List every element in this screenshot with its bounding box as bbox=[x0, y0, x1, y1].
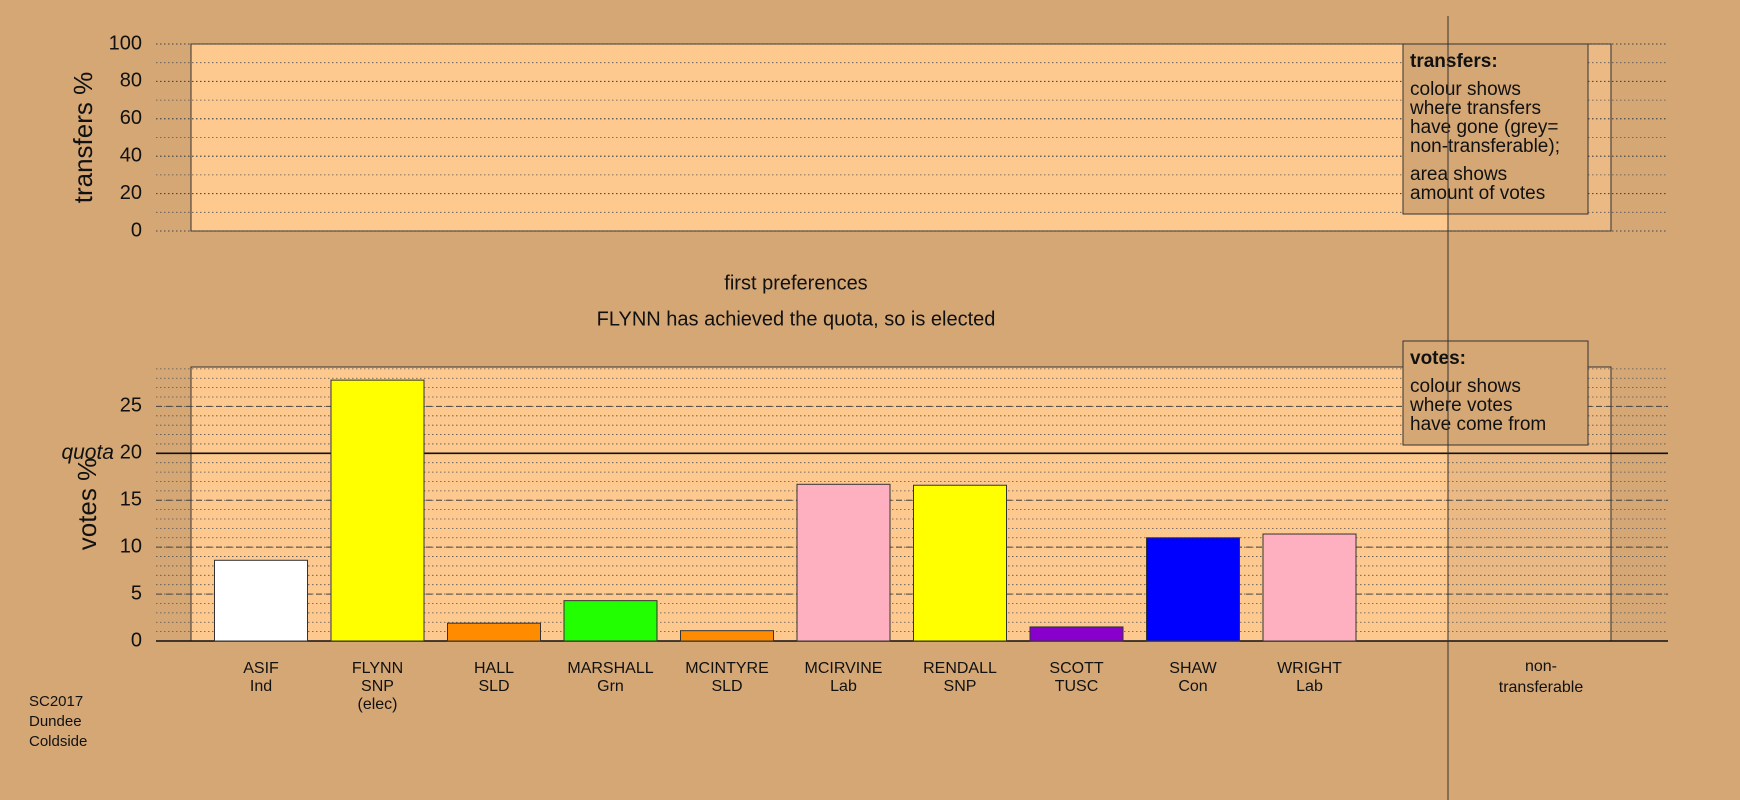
x-tick-label: Grn bbox=[597, 678, 624, 695]
y-tick-label: 10 bbox=[120, 535, 142, 557]
bar bbox=[913, 484, 1007, 642]
x-tick-label: SNP bbox=[361, 678, 394, 695]
y-tick-label: 40 bbox=[120, 144, 142, 166]
x-tick-label: MCIRVINE bbox=[805, 660, 883, 677]
x-tick-label: Lab bbox=[1296, 678, 1323, 695]
x-tick-label: SLD bbox=[711, 678, 742, 695]
chart-subtitle: FLYNN has achieved the quota, so is elec… bbox=[597, 308, 996, 330]
legend-text: area shows bbox=[1410, 164, 1507, 185]
legend-text: colour shows bbox=[1410, 79, 1521, 100]
y-tick-label: 0 bbox=[131, 629, 142, 651]
y-tick-label: 80 bbox=[120, 70, 142, 92]
x-tick-label: MARSHALL bbox=[567, 660, 653, 677]
x-tick-label: WRIGHT bbox=[1277, 660, 1342, 677]
y-tick-label: 20 bbox=[120, 182, 142, 204]
x-tick-label: SLD bbox=[478, 678, 509, 695]
y-tick-label: 20 bbox=[120, 442, 142, 464]
x-tick-label: non- bbox=[1525, 658, 1557, 675]
bar bbox=[796, 483, 891, 642]
legend-text: have gone (grey= bbox=[1410, 117, 1558, 138]
bar bbox=[330, 379, 425, 642]
x-tick-label: FLYNN bbox=[352, 660, 403, 677]
x-tick-label: SHAW bbox=[1169, 660, 1217, 677]
x-tick-label: RENDALL bbox=[923, 660, 997, 677]
x-tick-label: SNP bbox=[944, 678, 977, 695]
legend-heading: votes: bbox=[1410, 348, 1466, 369]
y-tick-label: 100 bbox=[109, 32, 142, 54]
plot-area bbox=[190, 366, 1612, 642]
x-tick-label: Ind bbox=[250, 678, 272, 695]
x-tick-label: SCOTT bbox=[1049, 660, 1103, 677]
footer-text: Coldside bbox=[29, 733, 87, 750]
x-tick-label: Con bbox=[1178, 678, 1207, 695]
chart-title: first preferences bbox=[724, 272, 867, 294]
x-tick-label: TUSC bbox=[1055, 678, 1099, 695]
quota-label: quota bbox=[61, 441, 114, 464]
y-tick-label: 0 bbox=[131, 219, 142, 241]
x-tick-label: ASIF bbox=[243, 660, 279, 677]
y-axis-title: transfers % bbox=[68, 72, 98, 204]
legend-text: colour shows bbox=[1410, 376, 1521, 397]
y-tick-label: 15 bbox=[120, 489, 142, 511]
bar bbox=[1146, 537, 1240, 642]
footer-text: Dundee bbox=[29, 713, 82, 730]
x-tick-label: MCINTYRE bbox=[685, 660, 769, 677]
y-tick-label: 5 bbox=[131, 582, 142, 604]
x-tick-label: Lab bbox=[830, 678, 857, 695]
y-tick-label: 60 bbox=[120, 107, 142, 129]
legend-text: have come from bbox=[1410, 414, 1546, 435]
bar bbox=[214, 559, 308, 642]
bar bbox=[1262, 533, 1357, 642]
bar bbox=[680, 630, 774, 642]
y-tick-label: 25 bbox=[120, 395, 142, 417]
legend-text: where votes bbox=[1409, 395, 1512, 416]
x-tick-label: (elec) bbox=[357, 696, 397, 713]
legend-text: non-transferable); bbox=[1410, 136, 1560, 157]
bar bbox=[1029, 626, 1124, 642]
x-tick-label: transferable bbox=[1499, 679, 1584, 696]
legend-text: where transfers bbox=[1409, 98, 1541, 119]
x-tick-label: HALL bbox=[474, 660, 514, 677]
legend-box bbox=[1402, 43, 1589, 215]
footer-text: SC2017 bbox=[29, 693, 83, 710]
legend-box bbox=[1402, 340, 1589, 446]
legend-heading: transfers: bbox=[1410, 51, 1498, 72]
y-axis-title: votes % bbox=[72, 458, 102, 551]
bar bbox=[447, 622, 541, 642]
legend-text: amount of votes bbox=[1410, 183, 1545, 204]
bar bbox=[563, 600, 658, 642]
